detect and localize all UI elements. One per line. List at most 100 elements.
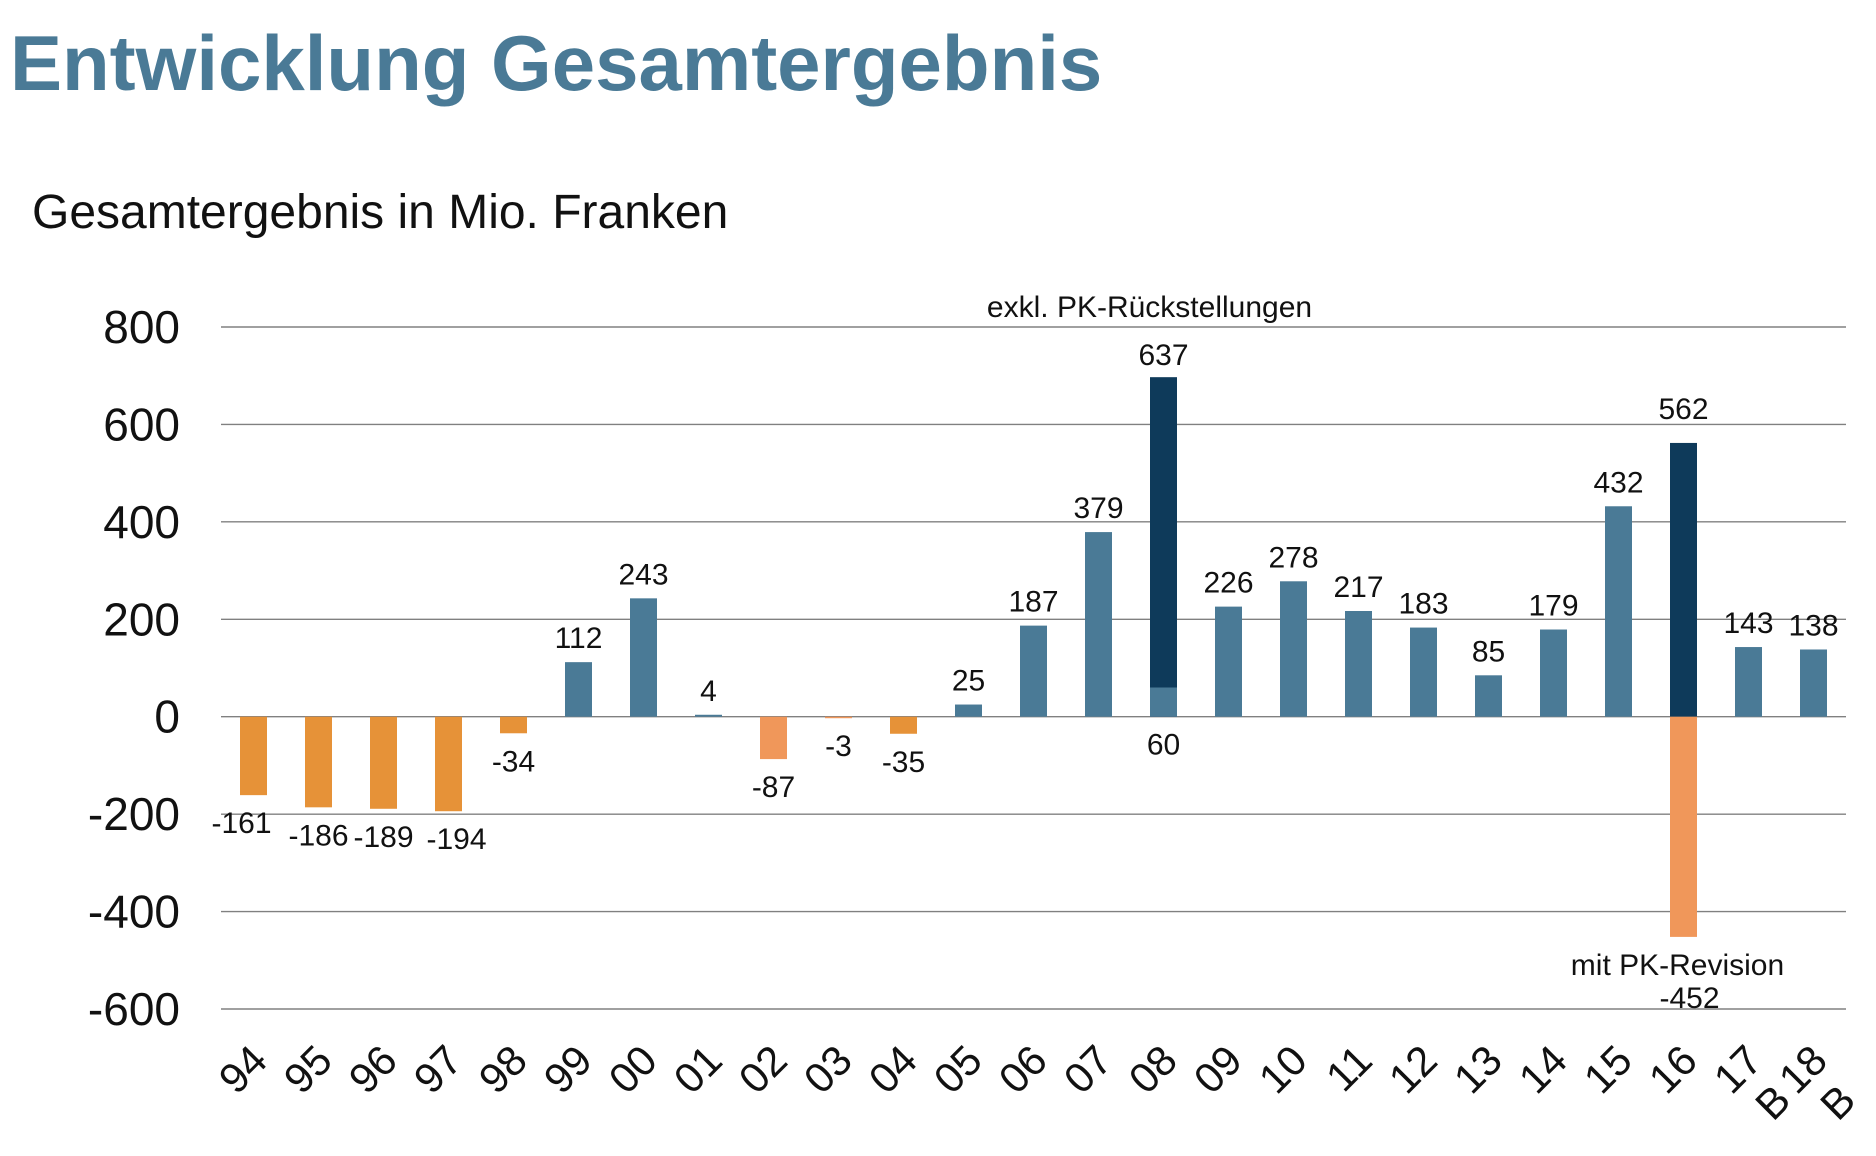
bar: [435, 716, 462, 812]
x-tick-label: 11: [1317, 1036, 1381, 1100]
x-tick-label: 97: [405, 1036, 471, 1102]
x-tick-label: 13: [1445, 1036, 1511, 1102]
y-tick-label: -200: [88, 788, 180, 840]
data-label: -87: [752, 771, 795, 804]
data-labels: -161 -186 -189 -194 -34 112 243 4 -87 -3 -35 25 187 3…: [211, 393, 1838, 856]
data-label: 4: [700, 675, 717, 708]
bar: [955, 704, 982, 717]
x-tick: 05: [925, 1036, 991, 1102]
x-tick-label: 00: [600, 1036, 666, 1102]
x-tick: 13: [1445, 1036, 1511, 1102]
y-tick-label: 800: [103, 301, 180, 353]
data-label: 243: [618, 558, 668, 591]
annotation: mit PK-Revision: [1571, 949, 1784, 982]
bar: [890, 716, 917, 734]
bar: [1540, 629, 1567, 717]
bar: [1800, 649, 1827, 717]
gridlines: [221, 326, 1846, 1010]
data-label: 85: [1472, 635, 1505, 668]
bar: [760, 716, 787, 760]
x-tick-label: 01: [665, 1036, 731, 1102]
x-tick: 16: [1640, 1036, 1706, 1102]
data-label: -3: [825, 730, 852, 763]
bar: [825, 716, 852, 719]
y-axis-ticks: 800 600 400 200 0 -200 -400 -600: [88, 301, 180, 1035]
x-tick: 95: [275, 1036, 341, 1102]
x-tick-label: 95: [275, 1036, 341, 1102]
overlay-label: -452: [1659, 982, 1719, 1015]
x-tick-label: 05: [925, 1036, 991, 1102]
bar: [1475, 675, 1502, 717]
bar: [240, 716, 267, 796]
data-label: -35: [882, 746, 925, 779]
x-tick-label: 14: [1510, 1036, 1576, 1102]
bar-overlay: [1670, 716, 1697, 937]
x-tick-label: 96: [340, 1036, 406, 1102]
x-tick-label: 16: [1640, 1036, 1706, 1102]
x-tick: 15: [1575, 1036, 1641, 1102]
x-tick-label: 99: [535, 1036, 601, 1102]
data-label: 60: [1147, 729, 1180, 762]
x-tick: 94: [210, 1036, 276, 1102]
x-tick-label: 15: [1575, 1036, 1641, 1102]
bar: [1020, 625, 1047, 717]
x-tick: 99: [535, 1036, 601, 1102]
bar: [1150, 687, 1177, 717]
bar: [370, 716, 397, 809]
x-tick: 96: [340, 1036, 406, 1102]
x-tick-label: 07: [1055, 1036, 1121, 1102]
data-label: 143: [1723, 607, 1773, 640]
x-tick-label: 06: [990, 1036, 1056, 1102]
annotations: 637 exkl. PK-Rückstellungen mit PK-Revisio…: [987, 291, 1784, 1015]
bar: [500, 716, 527, 734]
data-label: 112: [555, 622, 603, 655]
x-tick: 12: [1380, 1036, 1446, 1102]
y-tick-label: -400: [88, 886, 180, 938]
x-tick: 03: [795, 1036, 861, 1102]
data-label: -194: [426, 823, 486, 856]
bar: [1410, 627, 1437, 717]
y-tick-label: 400: [103, 496, 180, 548]
bar: [1735, 647, 1762, 717]
x-tick: 09: [1185, 1036, 1251, 1102]
x-tick-label: 10: [1250, 1036, 1316, 1102]
bar: [1605, 506, 1632, 717]
x-tick-label: 08: [1120, 1036, 1186, 1102]
bar: [1215, 606, 1242, 717]
bar: [1085, 532, 1112, 717]
x-tick: 98: [470, 1036, 536, 1102]
data-label: 432: [1593, 466, 1643, 499]
x-tick: 02: [730, 1036, 796, 1102]
x-tick: 06: [990, 1036, 1056, 1102]
bar-overlay: [1150, 377, 1177, 717]
bar: [1345, 611, 1372, 717]
x-tick-label: 09: [1185, 1036, 1251, 1102]
data-label: 183: [1398, 588, 1448, 621]
data-label: 379: [1073, 492, 1123, 525]
data-label: -189: [353, 821, 413, 854]
x-tick-label: 02: [730, 1036, 796, 1102]
x-tick-label: 04: [860, 1036, 926, 1102]
x-tick: 14: [1510, 1036, 1576, 1102]
bar: [565, 662, 592, 717]
bar: [695, 714, 722, 717]
x-tick-label: 94: [210, 1036, 276, 1102]
x-tick: 11: [1317, 1036, 1381, 1100]
data-label: -161: [211, 807, 271, 840]
data-label: 25: [952, 665, 985, 698]
x-tick-label: 98: [470, 1036, 536, 1102]
data-label: 179: [1528, 590, 1578, 623]
overlay-label: 637: [1138, 339, 1188, 372]
bar: [1670, 442, 1697, 717]
bar: [1280, 581, 1307, 717]
x-tick: 97: [405, 1036, 471, 1102]
data-label: 217: [1333, 571, 1383, 604]
y-tick-label: 0: [154, 691, 180, 743]
data-label: 138: [1788, 609, 1838, 642]
x-tick-label: 12: [1380, 1036, 1446, 1102]
data-label: -186: [288, 819, 348, 852]
y-tick-label: 200: [103, 593, 180, 645]
x-tick: 04: [860, 1036, 926, 1102]
